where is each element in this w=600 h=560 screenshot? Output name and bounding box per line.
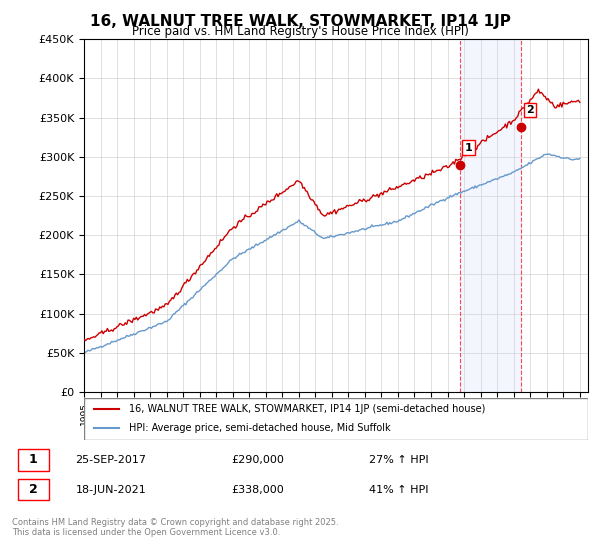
FancyBboxPatch shape	[18, 479, 49, 500]
Text: 16, WALNUT TREE WALK, STOWMARKET, IP14 1JP: 16, WALNUT TREE WALK, STOWMARKET, IP14 1…	[89, 14, 511, 29]
Text: Contains HM Land Registry data © Crown copyright and database right 2025.
This d: Contains HM Land Registry data © Crown c…	[12, 518, 338, 538]
FancyBboxPatch shape	[84, 398, 588, 440]
Text: 41% ↑ HPI: 41% ↑ HPI	[369, 484, 428, 494]
Text: Price paid vs. HM Land Registry's House Price Index (HPI): Price paid vs. HM Land Registry's House …	[131, 25, 469, 38]
Bar	[460, 39, 521, 392]
Text: £338,000: £338,000	[231, 484, 284, 494]
Text: 27% ↑ HPI: 27% ↑ HPI	[369, 455, 429, 465]
Text: 16, WALNUT TREE WALK, STOWMARKET, IP14 1JP (semi-detached house): 16, WALNUT TREE WALK, STOWMARKET, IP14 1…	[130, 404, 486, 414]
Text: 1: 1	[464, 143, 472, 152]
Text: 25-SEP-2017: 25-SEP-2017	[76, 455, 146, 465]
Text: 18-JUN-2021: 18-JUN-2021	[76, 484, 146, 494]
FancyBboxPatch shape	[18, 449, 49, 471]
Text: 2: 2	[526, 105, 534, 115]
Text: £290,000: £290,000	[231, 455, 284, 465]
Text: 2: 2	[29, 483, 38, 496]
Text: 1: 1	[29, 454, 38, 466]
Text: HPI: Average price, semi-detached house, Mid Suffolk: HPI: Average price, semi-detached house,…	[130, 423, 391, 433]
